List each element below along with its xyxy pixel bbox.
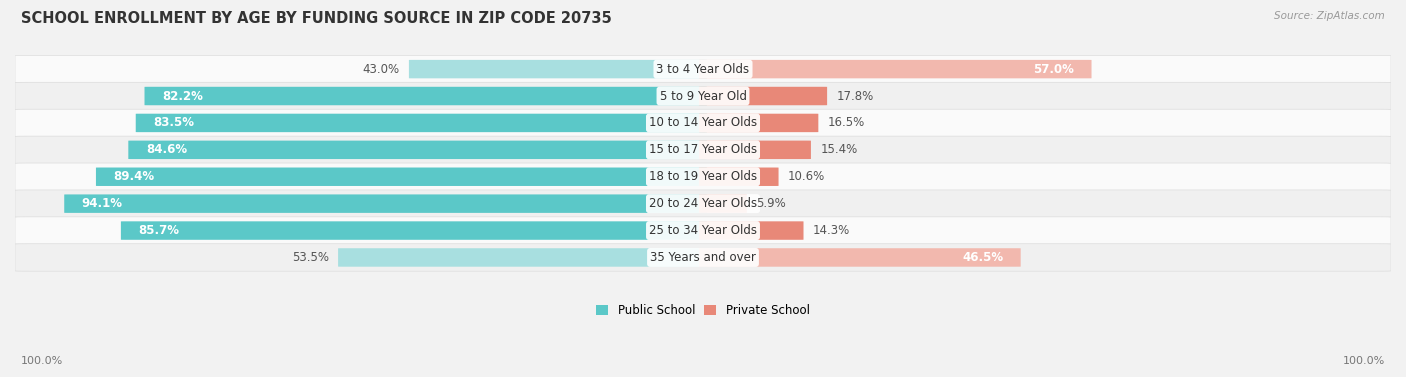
Text: 15.4%: 15.4%: [820, 143, 858, 156]
Text: 5.9%: 5.9%: [756, 197, 786, 210]
Text: 25 to 34 Year Olds: 25 to 34 Year Olds: [650, 224, 756, 237]
FancyBboxPatch shape: [15, 136, 1391, 164]
Text: 16.5%: 16.5%: [828, 116, 865, 129]
FancyBboxPatch shape: [337, 248, 707, 267]
Text: 14.3%: 14.3%: [813, 224, 851, 237]
Text: 46.5%: 46.5%: [962, 251, 1002, 264]
Text: 5 to 9 Year Old: 5 to 9 Year Old: [659, 89, 747, 103]
FancyBboxPatch shape: [699, 167, 779, 186]
Text: 84.6%: 84.6%: [146, 143, 187, 156]
Text: 35 Years and over: 35 Years and over: [650, 251, 756, 264]
Text: 43.0%: 43.0%: [363, 63, 399, 76]
Text: SCHOOL ENROLLMENT BY AGE BY FUNDING SOURCE IN ZIP CODE 20735: SCHOOL ENROLLMENT BY AGE BY FUNDING SOUR…: [21, 11, 612, 26]
Text: 100.0%: 100.0%: [21, 356, 63, 366]
Text: 100.0%: 100.0%: [1343, 356, 1385, 366]
Text: 17.8%: 17.8%: [837, 89, 873, 103]
FancyBboxPatch shape: [699, 221, 803, 240]
FancyBboxPatch shape: [96, 167, 707, 186]
FancyBboxPatch shape: [15, 217, 1391, 244]
Text: 18 to 19 Year Olds: 18 to 19 Year Olds: [650, 170, 756, 183]
FancyBboxPatch shape: [145, 87, 707, 105]
FancyBboxPatch shape: [15, 163, 1391, 190]
Text: 3 to 4 Year Olds: 3 to 4 Year Olds: [657, 63, 749, 76]
Text: 85.7%: 85.7%: [138, 224, 180, 237]
Text: 82.2%: 82.2%: [162, 89, 202, 103]
FancyBboxPatch shape: [65, 195, 707, 213]
FancyBboxPatch shape: [699, 87, 827, 105]
FancyBboxPatch shape: [699, 141, 811, 159]
FancyBboxPatch shape: [409, 60, 707, 78]
FancyBboxPatch shape: [15, 55, 1391, 83]
Text: Source: ZipAtlas.com: Source: ZipAtlas.com: [1274, 11, 1385, 21]
FancyBboxPatch shape: [15, 109, 1391, 136]
Text: 57.0%: 57.0%: [1033, 63, 1074, 76]
Text: 15 to 17 Year Olds: 15 to 17 Year Olds: [650, 143, 756, 156]
FancyBboxPatch shape: [15, 244, 1391, 271]
Text: 20 to 24 Year Olds: 20 to 24 Year Olds: [650, 197, 756, 210]
FancyBboxPatch shape: [136, 114, 707, 132]
Text: 10 to 14 Year Olds: 10 to 14 Year Olds: [650, 116, 756, 129]
FancyBboxPatch shape: [699, 114, 818, 132]
FancyBboxPatch shape: [121, 221, 707, 240]
FancyBboxPatch shape: [699, 60, 1091, 78]
Legend: Public School, Private School: Public School, Private School: [592, 300, 814, 322]
FancyBboxPatch shape: [699, 248, 1021, 267]
Text: 94.1%: 94.1%: [82, 197, 122, 210]
FancyBboxPatch shape: [699, 195, 747, 213]
FancyBboxPatch shape: [15, 82, 1391, 110]
Text: 10.6%: 10.6%: [787, 170, 825, 183]
Text: 89.4%: 89.4%: [114, 170, 155, 183]
FancyBboxPatch shape: [15, 190, 1391, 218]
Text: 53.5%: 53.5%: [291, 251, 329, 264]
FancyBboxPatch shape: [128, 141, 707, 159]
Text: 83.5%: 83.5%: [153, 116, 194, 129]
